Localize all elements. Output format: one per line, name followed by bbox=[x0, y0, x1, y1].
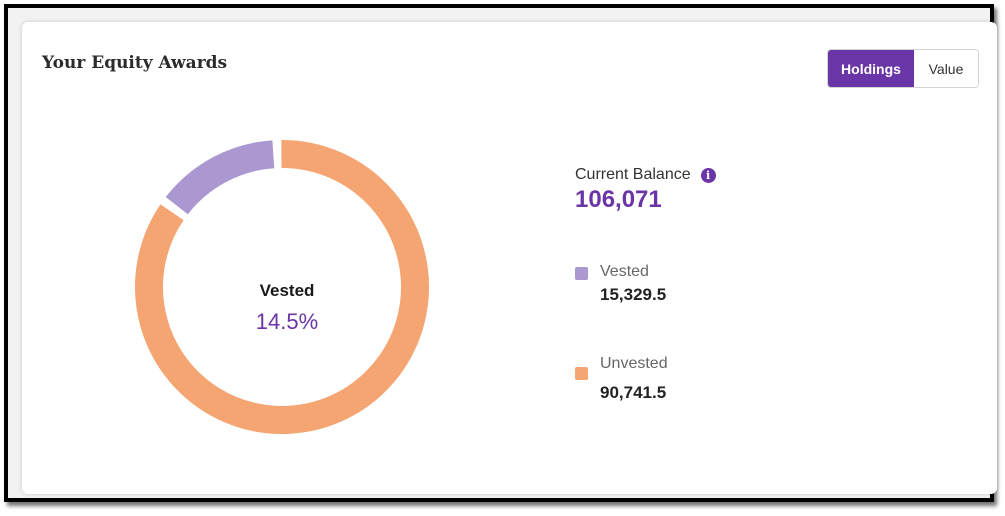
holdings-toggle-button[interactable]: Holdings bbox=[828, 50, 914, 87]
window-frame: Your Equity Awards Holdings Value Vested… bbox=[4, 4, 997, 502]
value-toggle-button[interactable]: Value bbox=[914, 50, 978, 87]
equity-awards-card: Your Equity Awards Holdings Value Vested… bbox=[22, 22, 997, 494]
view-toggle: Holdings Value bbox=[827, 49, 979, 88]
card-title: Your Equity Awards bbox=[42, 53, 228, 73]
info-icon[interactable]: i bbox=[700, 167, 716, 183]
donut-center-label: Vested bbox=[259, 281, 315, 300]
vested-legend-value: 15,329.5 bbox=[600, 285, 667, 304]
donut-center-percent: 14.5% bbox=[255, 309, 319, 334]
current-balance-text: Current Balance bbox=[575, 166, 691, 183]
current-balance-label: Current Balance i bbox=[575, 166, 716, 184]
current-balance-value: 106,071 bbox=[575, 186, 662, 213]
unvested-legend-label: Unvested bbox=[600, 355, 668, 372]
unvested-legend-swatch bbox=[575, 367, 588, 380]
donut-slice-vested bbox=[165, 140, 275, 215]
donut-slice-unvested bbox=[135, 140, 429, 434]
equity-donut-chart bbox=[135, 140, 429, 434]
vested-legend-swatch bbox=[575, 267, 588, 280]
vested-legend-label: Vested bbox=[600, 263, 649, 280]
unvested-legend-value: 90,741.5 bbox=[600, 383, 667, 402]
